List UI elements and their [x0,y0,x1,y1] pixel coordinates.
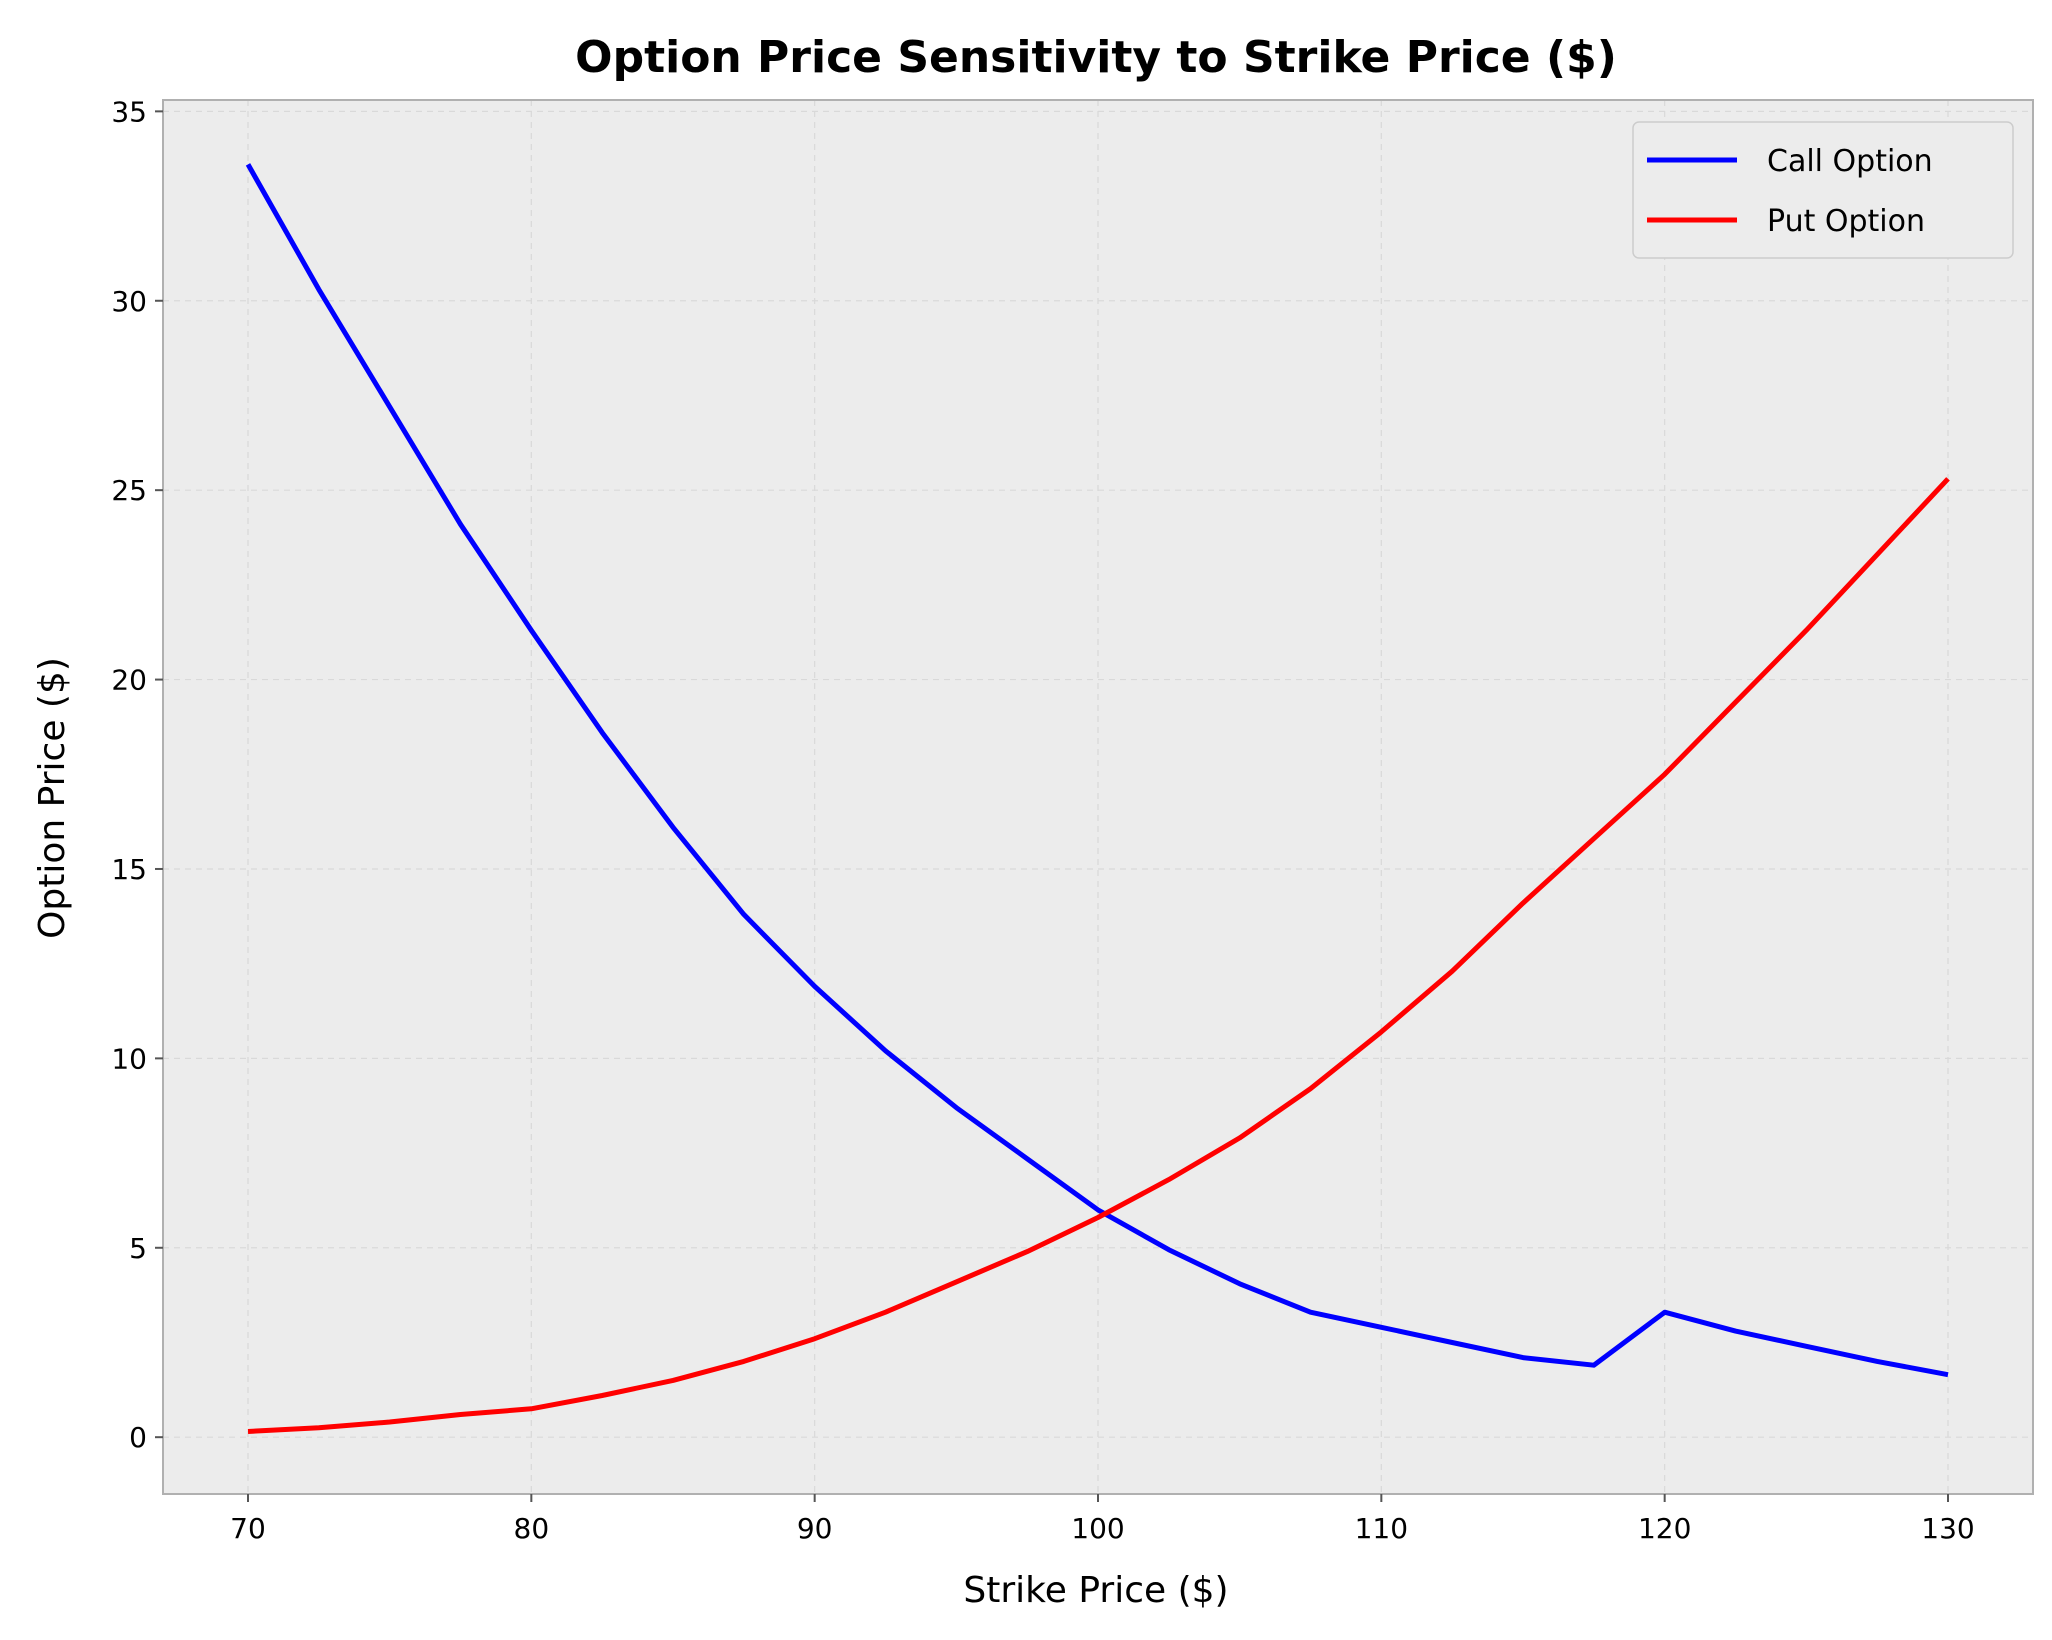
series-line-put-option [247,477,1950,1434]
x-tick-label: 130 [1921,1512,1974,1545]
y-tick-label: 35 [111,95,147,128]
legend: Call Option Put Option [1632,121,2014,259]
y-tick-label: 15 [111,853,147,886]
x-tick-label: 80 [514,1512,550,1545]
legend-label: Call Option [1767,144,1933,179]
x-tick-label: 70 [230,1512,266,1545]
x-tick-label: 100 [1071,1512,1124,1545]
legend-box [1632,121,2014,259]
y-axis-label: Option Price ($) [32,657,73,939]
x-tick-label: 110 [1355,1512,1408,1545]
y-tick-label: 30 [111,285,147,318]
y-tick-label: 10 [111,1042,147,1075]
chart-title: Option Price Sensitivity to Strike Price… [575,32,1617,83]
x-axis-label: Strike Price ($) [963,1570,1228,1611]
y-tick-label: 5 [129,1232,147,1265]
y-tick-label: 20 [111,664,147,697]
x-tick-label: 90 [797,1512,833,1545]
y-tick-label: 0 [129,1421,147,1454]
legend-label: Put Option [1767,204,1925,239]
x-tick-label: 120 [1638,1512,1691,1545]
series-line-call-option [245,163,1949,1378]
y-tick-label: 25 [111,474,147,507]
